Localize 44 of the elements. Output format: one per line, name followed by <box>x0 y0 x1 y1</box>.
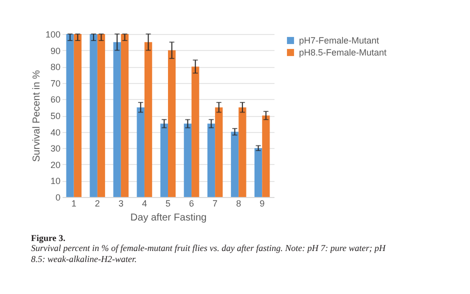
bar <box>120 34 129 197</box>
bar <box>97 34 106 197</box>
y-axis-title: Survival Pecent in % <box>31 70 42 162</box>
y-tick-label: 100 <box>45 30 60 40</box>
x-tick-label: 5 <box>165 198 171 208</box>
bar <box>144 42 152 197</box>
bar <box>238 107 246 197</box>
x-tick-label: 8 <box>236 198 242 208</box>
bar <box>254 148 262 197</box>
x-axis-title: Day after Fasting <box>130 212 207 224</box>
bar <box>74 34 82 197</box>
y-tick-label: 30 <box>50 144 60 154</box>
bar <box>192 66 200 197</box>
bar <box>230 132 239 197</box>
y-tick-label: 40 <box>50 127 60 138</box>
y-tick-label: 50 <box>50 111 60 121</box>
bar <box>207 124 216 197</box>
caption: Figure 3. <box>30 233 66 243</box>
legend-label: pH8.5-Female-Mutant <box>299 48 388 58</box>
x-tick-label: 3 <box>118 198 124 208</box>
text: Survival percent in % of female-mutant fruit flies vs. day after fasting. Note: pH 7: pure water; pH 8.5: weak-alkaline-H2-water. <box>30 243 386 264</box>
y-tick-label: 0 <box>55 192 60 202</box>
y-tick-label: 90 <box>50 46 60 56</box>
x-tick-label: 1 <box>71 198 76 208</box>
y-tick-label: 80 <box>50 62 60 72</box>
bar <box>160 124 168 197</box>
legend-label: pH7-Female-Mutant <box>299 36 380 46</box>
bar <box>66 34 74 197</box>
y-tick-label: 20 <box>50 160 60 170</box>
x-tick-label: 4 <box>142 198 147 208</box>
bar <box>90 34 98 197</box>
x-tick-label: 9 <box>260 198 265 208</box>
y-tick-label: 60 <box>50 94 60 105</box>
x-tick-label: 2 <box>94 198 100 208</box>
x-tick-label: 7 <box>212 198 218 208</box>
bar <box>136 107 144 197</box>
bar <box>215 107 223 197</box>
bar <box>168 50 176 197</box>
y-tick-label: 70 <box>50 78 60 88</box>
x-tick-label: 6 <box>189 198 194 208</box>
bar <box>184 124 192 197</box>
bar <box>262 116 270 197</box>
y-tick-label: 10 <box>50 176 60 186</box>
bar <box>113 42 121 197</box>
